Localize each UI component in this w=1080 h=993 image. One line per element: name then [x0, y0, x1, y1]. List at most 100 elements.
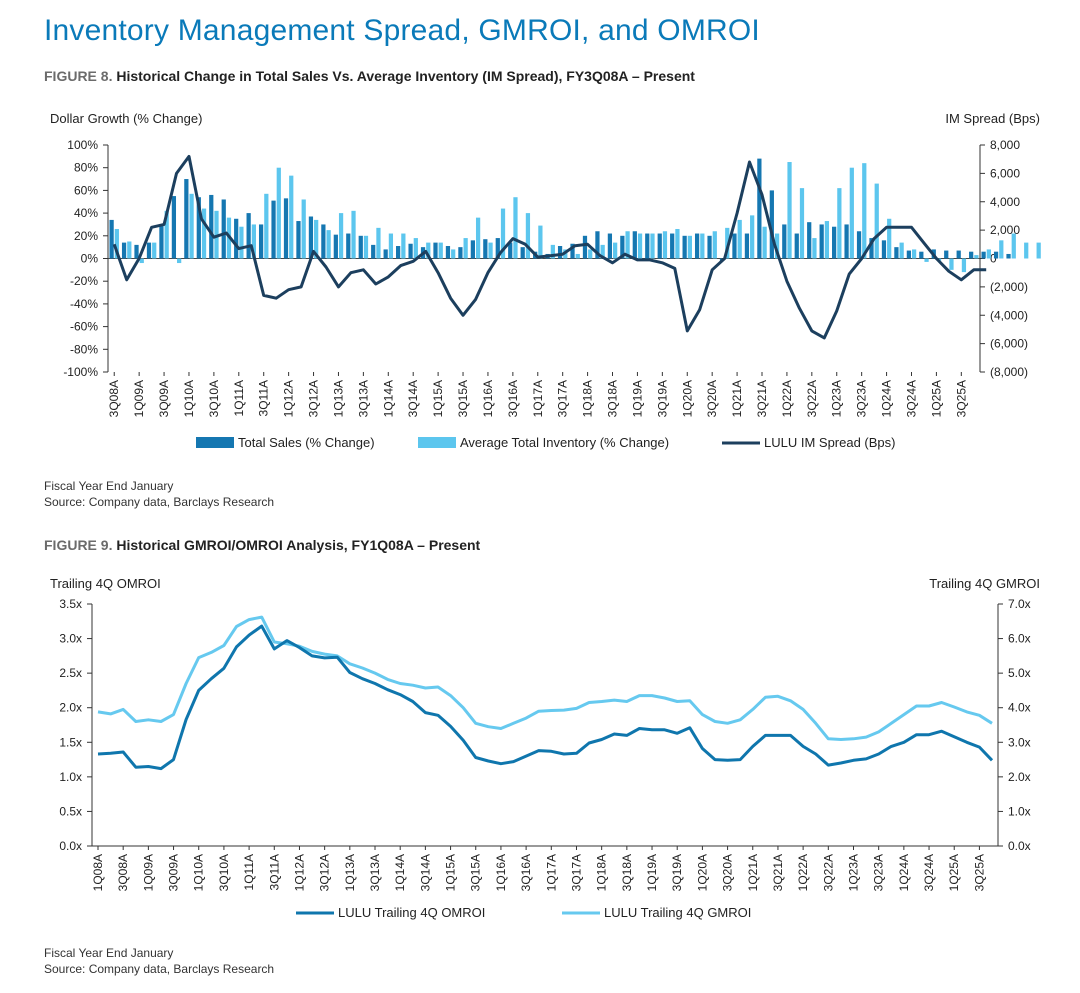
x-tick-label: 3Q21A — [755, 380, 769, 417]
bar-average-inventory — [799, 188, 805, 259]
left-tick-label: 80% — [74, 161, 98, 175]
bar-average-inventory — [301, 199, 306, 259]
x-tick-label: 1Q18A — [581, 380, 595, 417]
bar-total-sales — [333, 234, 338, 259]
bar-average-inventory — [862, 163, 867, 259]
right-tick-label: 6.0x — [1008, 632, 1031, 646]
bar-average-inventory — [1036, 242, 1041, 259]
figure-9-note-fiscal: Fiscal Year End January — [44, 946, 174, 960]
bar-total-sales — [632, 231, 637, 259]
x-tick-label: 3Q13A — [356, 380, 370, 417]
right-tick-label: 4.0x — [1008, 701, 1031, 715]
left-tick-label: 1.5x — [59, 735, 82, 749]
bar-total-sales — [832, 226, 837, 259]
bar-average-inventory — [613, 242, 618, 259]
bar-average-inventory — [887, 218, 892, 259]
x-tick-label: 1Q13A — [343, 854, 357, 891]
bar-average-inventory — [675, 228, 680, 259]
bar-average-inventory — [214, 210, 219, 259]
bar-average-inventory — [239, 226, 244, 259]
bar-average-inventory — [600, 244, 605, 259]
x-tick-label: 3Q18A — [620, 854, 634, 891]
bar-total-sales — [782, 224, 787, 259]
x-tick-label: 3Q15A — [469, 854, 483, 891]
x-tick-label: 3Q25A — [954, 380, 968, 417]
bar-average-inventory — [189, 193, 194, 259]
bar-total-sales — [520, 247, 525, 259]
x-tick-label: 1Q10A — [192, 854, 206, 891]
x-tick-label: 1Q11A — [232, 380, 246, 416]
x-tick-label: 1Q09A — [141, 854, 155, 891]
bar-average-inventory — [351, 210, 356, 259]
right-tick-label: 2.0x — [1008, 770, 1031, 784]
bar-average-inventory — [637, 233, 643, 259]
left-tick-label: 20% — [74, 229, 98, 243]
x-tick-label: 1Q19A — [630, 380, 644, 417]
left-tick-label: 3.5x — [59, 597, 82, 611]
left-tick-label: 0.5x — [59, 804, 82, 818]
right-tick-label: 7.0x — [1008, 597, 1031, 611]
x-tick-label: 3Q24A — [904, 380, 918, 417]
bar-total-sales — [209, 194, 214, 259]
figure-8-note-fiscal: Fiscal Year End January — [44, 479, 174, 493]
bar-total-sales — [769, 190, 774, 259]
x-tick-label: 3Q24A — [922, 854, 936, 891]
right-tick-label: 1.0x — [1008, 804, 1031, 818]
bar-average-inventory — [687, 235, 692, 259]
bar-total-sales — [121, 242, 127, 259]
x-tick-label: 1Q23A — [830, 380, 844, 417]
bar-average-inventory — [750, 215, 755, 259]
x-tick-label: 1Q16A — [481, 380, 495, 417]
bar-average-inventory — [114, 228, 119, 259]
bar-total-sales — [981, 251, 986, 259]
bar-total-sales — [258, 224, 264, 259]
x-tick-label: 3Q20A — [721, 854, 735, 891]
bar-average-inventory — [139, 258, 144, 264]
bar-total-sales — [246, 213, 251, 259]
legend-label-omroi: LULU Trailing 4Q OMROI — [338, 905, 485, 920]
bar-total-sales — [196, 197, 201, 259]
left-tick-label: 1.0x — [59, 770, 82, 784]
bar-average-inventory — [725, 227, 730, 259]
bar-total-sales — [483, 239, 488, 259]
bar-average-inventory — [177, 258, 182, 264]
bar-total-sales — [383, 249, 388, 259]
x-tick-label: 3Q23A — [872, 854, 886, 891]
bar-total-sales — [184, 179, 189, 259]
x-tick-label: 1Q16A — [494, 854, 508, 891]
left-tick-label: -40% — [70, 297, 98, 311]
bar-average-inventory — [700, 233, 705, 259]
bar-average-inventory — [376, 227, 381, 259]
omroi-line — [97, 624, 994, 771]
y-axis-label-right: Trailing 4Q GMROI — [929, 576, 1040, 591]
right-tick-label: 6,000 — [990, 166, 1020, 180]
bar-average-inventory — [164, 210, 169, 259]
bar-average-inventory — [1024, 242, 1029, 259]
bar-average-inventory — [326, 230, 331, 259]
right-tick-label: (6,000) — [990, 337, 1028, 351]
x-tick-label: 3Q10A — [207, 380, 221, 417]
bar-total-sales — [109, 219, 114, 259]
x-tick-label: 1Q19A — [645, 854, 659, 891]
left-tick-label: -20% — [70, 274, 98, 288]
x-tick-label: 1Q24A — [897, 854, 911, 891]
bar-average-inventory — [650, 233, 655, 259]
bar-total-sales — [607, 233, 613, 259]
x-tick-label: 3Q12A — [318, 854, 332, 891]
bar-total-sales — [396, 246, 401, 259]
x-tick-label: 3Q14A — [406, 380, 420, 417]
x-tick-label: 1Q23A — [846, 854, 860, 891]
bar-average-inventory — [575, 253, 580, 259]
x-tick-label: 3Q11A — [257, 380, 271, 416]
bar-total-sales — [470, 240, 475, 259]
bar-total-sales — [956, 250, 961, 259]
bar-total-sales — [271, 200, 276, 259]
x-tick-label: 1Q17A — [531, 380, 545, 417]
bar-total-sales — [495, 238, 500, 259]
figure-9-chart: Trailing 4Q OMROI Trailing 4Q GMROI 3.5x 3.… — [50, 576, 1040, 920]
right-tick-label: 3.0x — [1008, 735, 1031, 749]
bar-average-inventory — [538, 225, 543, 259]
bar-average-inventory — [426, 242, 431, 259]
bar-average-inventory — [152, 242, 157, 259]
bar-total-sales — [146, 242, 152, 259]
